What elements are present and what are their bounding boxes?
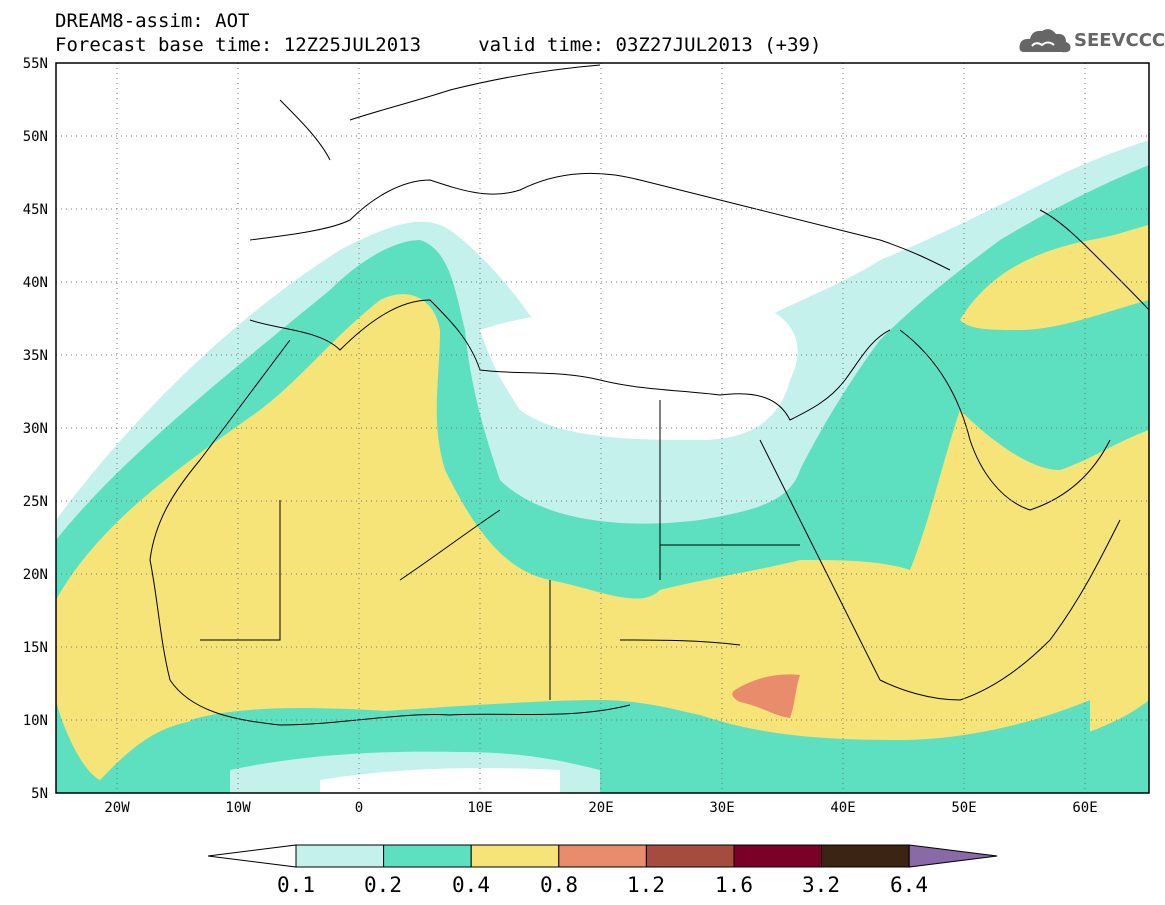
aot-map: 55N 50N 45N 40N 35N 30N 25N 20N 15N 10N …	[23, 56, 1150, 816]
lat-label: 35N	[23, 348, 48, 364]
map-frame	[55, 62, 1150, 794]
lon-label: 50E	[951, 800, 976, 816]
colorbar-swatch	[558, 844, 647, 868]
grid-lines	[56, 63, 1149, 793]
colorbar-swatch	[295, 844, 385, 868]
lon-label: 10W	[225, 800, 251, 816]
lon-label: 0	[355, 800, 363, 816]
lat-label: 30N	[23, 421, 48, 437]
colorbar-swatch	[908, 844, 998, 868]
aot-band-0.4	[56, 294, 1149, 780]
logo: SEEVCCC	[1018, 24, 1165, 58]
lat-labels: 55N 50N 45N 40N 35N 30N 25N 20N 15N 10N …	[23, 56, 48, 802]
colorbar-labels: 0.1 0.2 0.4 0.8 1.2 1.6 3.2 6.4	[277, 873, 928, 897]
lat-label: 15N	[23, 640, 48, 656]
logo-text: SEEVCCC	[1074, 30, 1165, 51]
lat-label: 20N	[23, 567, 48, 583]
colorbar-label: 1.6	[715, 873, 753, 897]
cloud-icon	[1019, 29, 1071, 53]
lat-label: 55N	[23, 56, 48, 72]
lon-label: 40E	[830, 800, 855, 816]
colorbar-label: 3.2	[802, 873, 840, 897]
aot-band-0.8	[732, 674, 800, 718]
colorbar-swatches	[207, 844, 998, 868]
colorbar-label: 6.4	[890, 873, 928, 897]
lon-labels: 20W 10W 0 10E 20E 30E 40E 50E 60E	[104, 800, 1097, 816]
colorbar-swatch	[645, 844, 735, 868]
colorbar-label: 0.1	[277, 873, 315, 897]
lat-label: 45N	[23, 202, 48, 218]
colorbar-swatch	[470, 844, 560, 868]
colorbar-swatch	[383, 844, 472, 868]
lat-label: 40N	[23, 275, 48, 291]
lon-label: 30E	[709, 800, 734, 816]
colorbar-label: 0.2	[364, 873, 402, 897]
lon-label: 10E	[467, 800, 492, 816]
lat-label: 50N	[23, 129, 48, 145]
lon-label: 20E	[588, 800, 613, 816]
colorbar-label: 0.8	[540, 873, 578, 897]
colorbar-label: 0.4	[452, 873, 490, 897]
lon-label: 20W	[104, 800, 130, 816]
coastlines	[149, 64, 1149, 726]
forecast-times: Forecast base time: 12Z25JUL2013 valid t…	[55, 34, 822, 56]
lat-label: 10N	[23, 713, 48, 729]
lat-label: 25N	[23, 494, 48, 510]
colorbar-swatch	[821, 844, 910, 868]
colorbar-swatch	[733, 844, 823, 868]
colorbar-swatch	[207, 844, 297, 868]
lon-label: 60E	[1072, 800, 1097, 816]
lat-label: 5N	[31, 786, 48, 802]
colorbar-label: 1.2	[627, 873, 665, 897]
map-title: DREAM8-assim: AOT	[55, 10, 250, 32]
